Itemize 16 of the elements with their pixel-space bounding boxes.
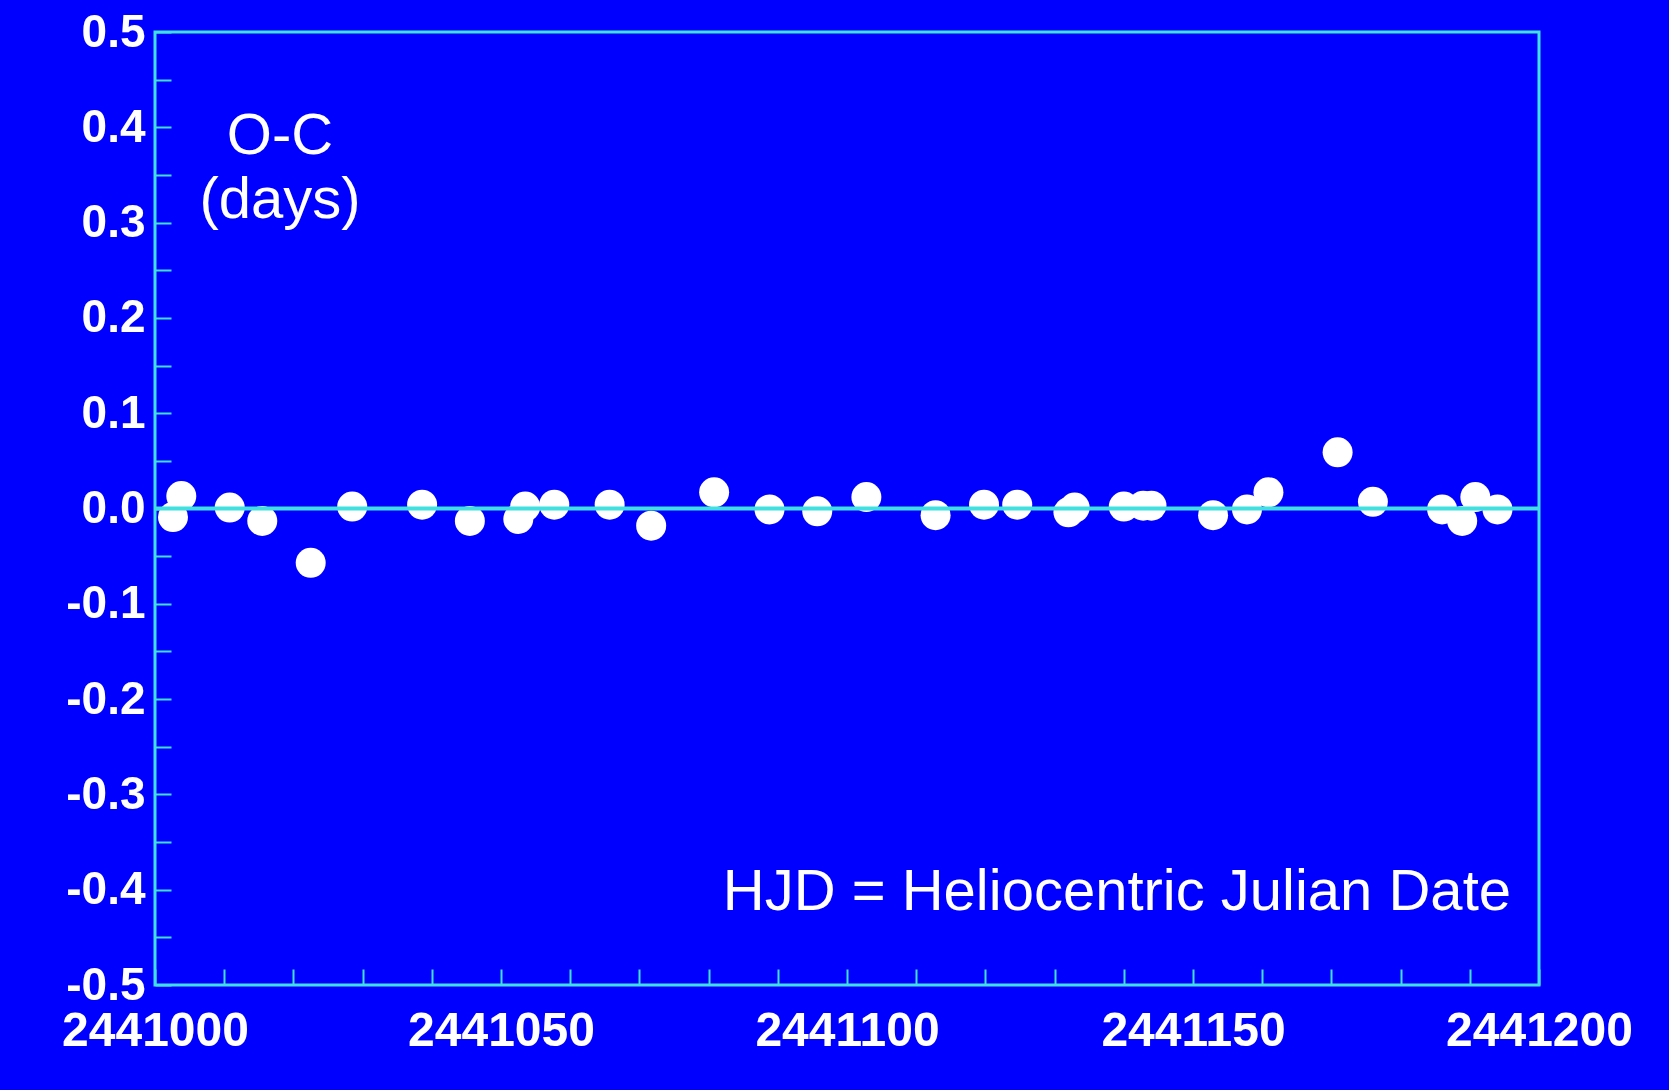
y-tick-label: -0.3 — [66, 766, 146, 819]
y-tick-label: -0.4 — [66, 862, 146, 915]
y-tick-label: -0.1 — [66, 576, 146, 629]
x-tick-label: 2441050 — [408, 1002, 595, 1056]
y-axis-title: O-C (days) — [199, 101, 361, 230]
x-tick-label: 2441150 — [1101, 1002, 1286, 1056]
x-tick-label: 2441200 — [1446, 1002, 1633, 1056]
y-tick-label: 0.0 — [81, 481, 146, 533]
x-axis-title: HJD = Heliocentric Julian Date — [722, 857, 1511, 922]
y-tick-label: 0.3 — [81, 195, 146, 248]
x-tick-label: 2441100 — [755, 1002, 940, 1056]
y-tick-label: 0.2 — [81, 290, 146, 343]
y-tick-label: 0.5 — [81, 4, 146, 57]
y-tick-label: -0.2 — [66, 671, 146, 724]
y-tick-label: 0.1 — [81, 385, 146, 438]
y-tick-label: 0.4 — [81, 99, 146, 152]
